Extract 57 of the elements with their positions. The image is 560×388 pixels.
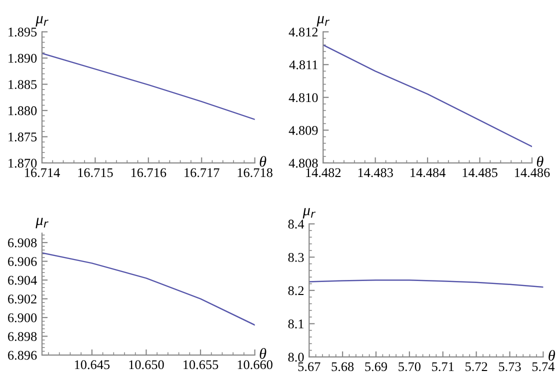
y-tick-label: 1.875 [8,132,37,142]
x-axis-title: θ [260,156,266,167]
line-series [309,279,544,288]
x-tick-label: 5.71 [432,362,454,372]
y-tick-label: 1.895 [8,28,37,37]
line-series [42,52,255,120]
x-tick-label: 16.718 [238,168,272,178]
y-tick-label: 1.885 [8,80,37,90]
y-tick-label: 8.3 [288,252,304,262]
x-axis-title: θ [536,156,544,167]
y-axis-title: μ$_{r}$ [36,218,48,228]
y-tick-label: 1.890 [8,54,37,63]
y-axis-title: μ$_{r}$ [36,16,48,26]
x-tick-label: 5.72 [466,362,488,372]
x-tick-label: 10.660 [238,360,272,370]
y-tick-label: 6.904 [8,276,37,285]
x-tick-label: 16.715 [78,168,113,178]
x-axis-title: θ [260,348,266,359]
x-tick-label: 16.716 [131,168,166,178]
y-tick-label: 4.808 [288,158,318,168]
y-tick-label: 4.809 [288,126,318,135]
x-tick-label: 10.655 [184,360,218,370]
y-tick-label: 4.812 [288,28,318,37]
x-tick-label: 14.486 [515,168,550,178]
line-series [323,44,532,148]
y-tick-label: 8.2 [288,286,304,296]
x-tick-label: 14.484 [410,168,446,178]
y-tick-label: 6.898 [8,332,37,342]
y-tick-label: 6.896 [8,350,37,360]
x-tick-label: 5.68 [332,362,354,372]
x-tick-label: 5.73 [498,362,521,372]
y-tick-label: 6.906 [8,257,37,266]
x-tick-label: 5.67 [298,362,320,372]
y-tick-label: 6.908 [8,238,37,248]
x-tick-label: 5.69 [365,362,388,372]
y-tick-label: 8.0 [288,352,304,362]
y-tick-label: 8.1 [288,319,304,328]
x-tick-label: 14.482 [306,168,341,178]
y-tick-label: 1.870 [8,158,37,168]
x-axis-title: θ [548,350,556,361]
x-tick-label: 16.714 [25,168,60,178]
x-tick-label: 5.74 [532,362,555,372]
y-tick-label: 6.902 [8,294,36,304]
y-axis-title: μ$_{r}$ [302,208,316,218]
line-series [42,252,255,326]
y-tick-label: 4.811 [289,60,318,70]
y-tick-label: 8.4 [288,220,304,229]
x-tick-label: 10.650 [129,360,164,370]
x-tick-label: 10.645 [74,360,110,370]
x-tick-label: 16.717 [184,168,220,178]
x-tick-label: 5.70 [398,362,420,372]
x-tick-label: 14.485 [462,168,498,178]
x-tick-label: 14.483 [358,168,393,178]
y-tick-label: 4.810 [288,93,318,102]
y-axis-title: μ$_{r}$ [316,16,330,26]
y-tick-label: 1.880 [8,106,37,116]
y-tick-label: 6.900 [8,313,37,322]
